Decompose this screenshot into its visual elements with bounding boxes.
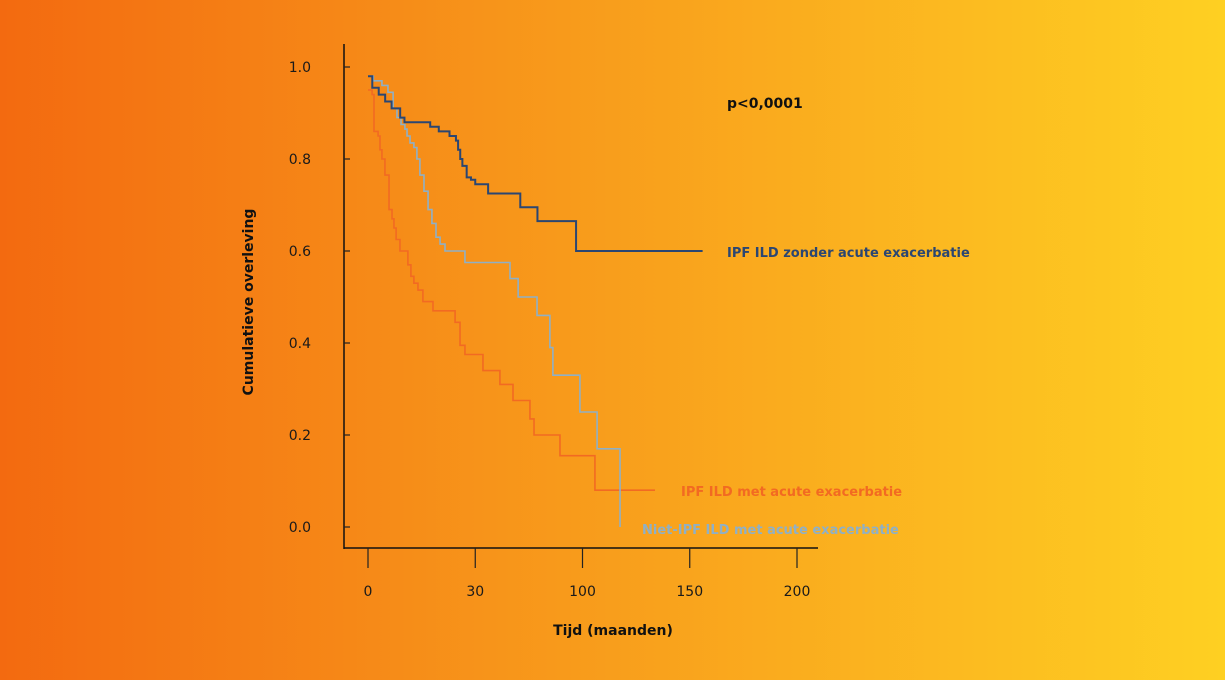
series-label-zonder: IPF ILD zonder acute exacerbatie xyxy=(727,246,970,261)
p-value-annotation: p<0,0001 xyxy=(727,96,803,112)
series-label-niet-ipf-met: Niet-IPF ILD met acute exacerbatie xyxy=(642,523,899,538)
survival-curve-1 xyxy=(368,89,656,491)
y-tick-label: 0.2 xyxy=(289,428,311,444)
y-axis-label: Cumulatieve overleving xyxy=(241,209,257,396)
y-tick-label: 0.4 xyxy=(289,336,311,352)
x-tick-label: 150 xyxy=(676,584,703,600)
y-tick-label: 0.6 xyxy=(289,244,311,260)
x-tick-label: 30 xyxy=(466,584,484,600)
survival-curve-2 xyxy=(368,75,621,527)
x-tick-label: 200 xyxy=(784,584,811,600)
x-tick-label: 100 xyxy=(569,584,596,600)
survival-curve-0 xyxy=(368,75,703,252)
x-axis-label: Tijd (maanden) xyxy=(553,623,673,639)
x-tick-label: 0 xyxy=(364,584,373,600)
y-tick-label: 0.8 xyxy=(289,152,311,168)
series-label-ipf-met: IPF ILD met acute exacerbatie xyxy=(681,485,902,500)
y-tick-label: 1.0 xyxy=(289,60,311,76)
y-tick-label: 0.0 xyxy=(289,520,311,536)
